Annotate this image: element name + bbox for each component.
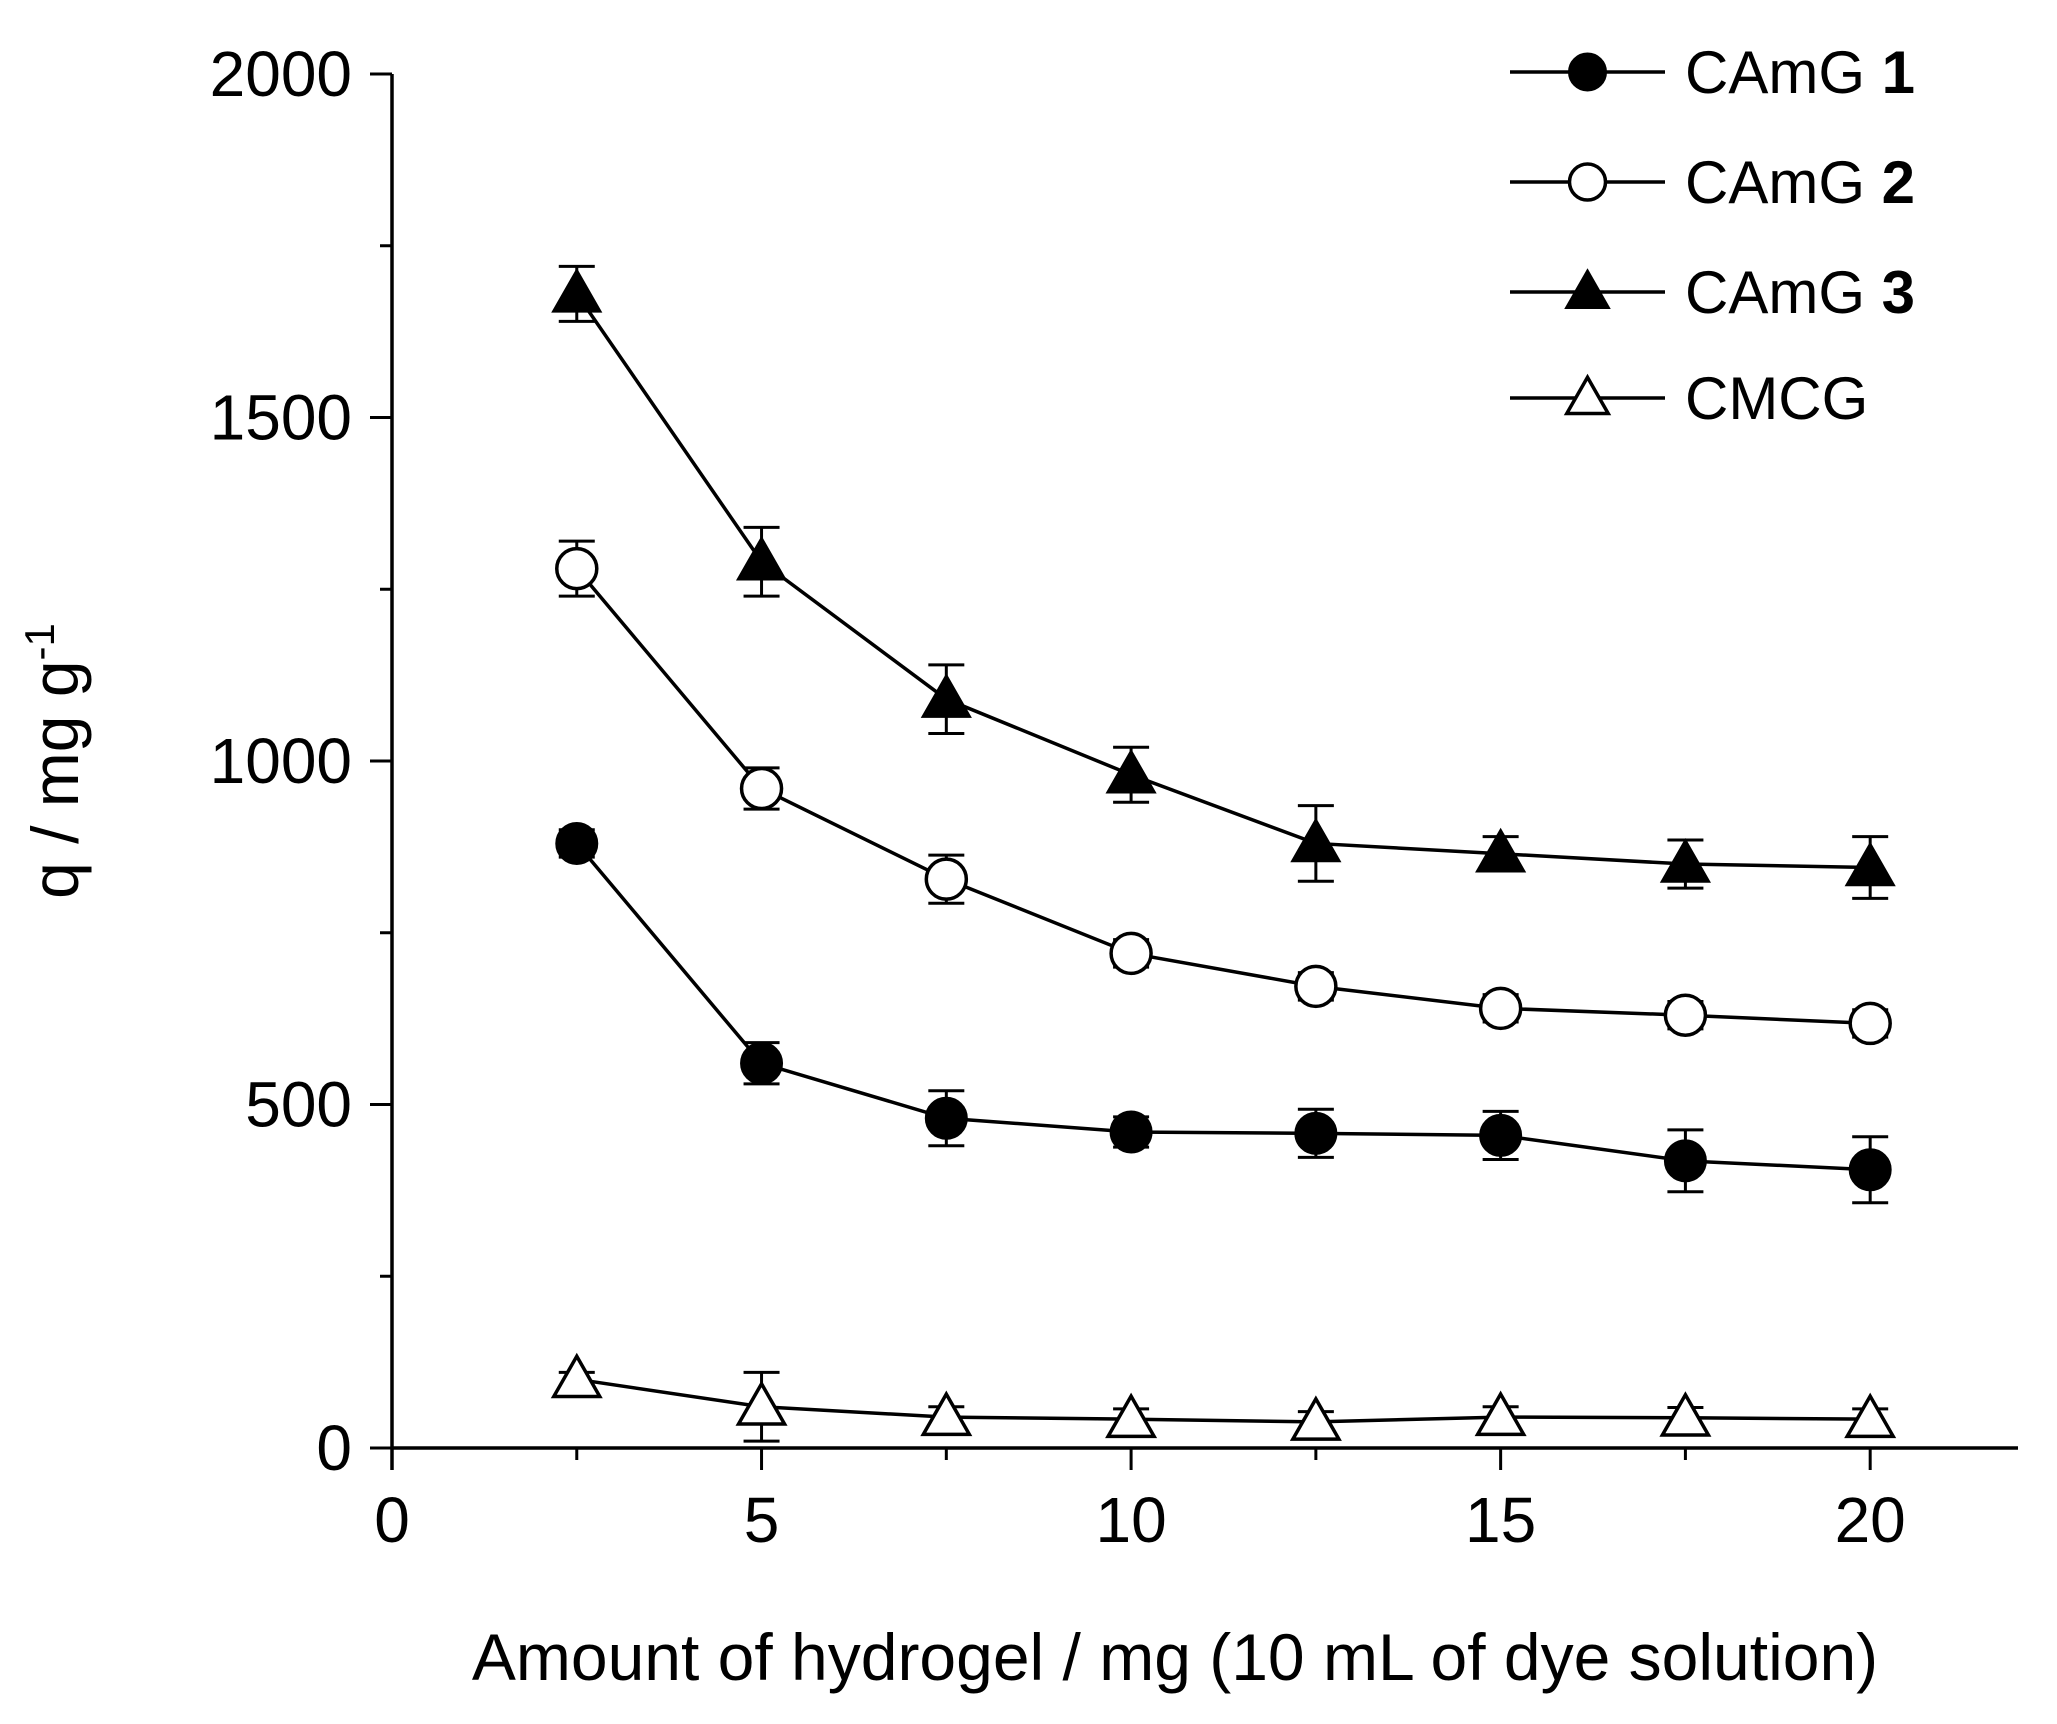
legend-label: CMCG — [1685, 365, 1868, 432]
y-tick-label: 500 — [245, 1069, 352, 1141]
x-tick-label: 15 — [1465, 1484, 1536, 1556]
data-point — [555, 546, 599, 591]
data-point — [1568, 52, 1607, 92]
y-tick-label: 2000 — [210, 38, 352, 110]
data-point — [924, 1096, 968, 1140]
legend-label: CAmG 1 — [1685, 39, 1915, 106]
data-point — [1844, 841, 1896, 887]
y-axis-title: q / mg g-1 — [16, 623, 92, 899]
legend-label: CAmG 2 — [1685, 149, 1915, 216]
legend-item: CAmG 2 — [1510, 149, 1915, 216]
series-line — [576, 1377, 1871, 1424]
x-axis-ticks: 0 5 10 15 20 — [374, 1448, 1906, 1556]
data-point — [1564, 268, 1611, 310]
x-tick-label: 0 — [374, 1484, 410, 1556]
series-camg-3 — [551, 264, 1896, 900]
legend-label-text: CAmG — [1685, 149, 1882, 216]
data-point — [735, 1380, 788, 1426]
data-point — [1563, 373, 1612, 416]
legend-item: CAmG 1 — [1510, 39, 1915, 106]
legend-label-number: 3 — [1882, 259, 1915, 326]
data-point — [920, 1390, 973, 1437]
axes: 0 500 1000 1500 2000 0 5 10 15 20 — [210, 38, 2018, 1556]
data-point — [1844, 1392, 1897, 1439]
data-point — [1294, 964, 1338, 1009]
legend-item: CAmG 3 — [1510, 259, 1915, 326]
series-cmcg — [550, 1352, 1897, 1443]
data-point — [1289, 1395, 1342, 1441]
legend-item: CMCG — [1510, 365, 1868, 432]
data-point — [1659, 1391, 1712, 1437]
y-tick-label: 1500 — [210, 382, 352, 454]
data-point — [1109, 931, 1153, 976]
data-point — [1105, 1392, 1158, 1439]
series-line — [575, 842, 1871, 1172]
data-point — [739, 766, 784, 811]
y-axis-title-main: q / mg g — [18, 660, 92, 898]
x-axis-title: Amount of hydrogel / mg (10 mL of dye so… — [472, 1620, 1878, 1694]
y-axis-ticks: 0 500 1000 1500 2000 — [210, 38, 392, 1484]
data-point — [1659, 838, 1711, 883]
y-tick-label: 0 — [316, 1412, 352, 1484]
data-point — [1663, 993, 1708, 1037]
data-point — [1567, 162, 1608, 202]
data-point — [550, 1352, 603, 1399]
legend-label-text: CAmG — [1685, 39, 1882, 106]
legend-label-text: CMCG — [1685, 365, 1868, 432]
data-point — [1848, 1001, 1892, 1046]
x-tick-label: 10 — [1095, 1484, 1166, 1556]
y-axis-title-superscript: -1 — [16, 623, 63, 660]
data-point — [740, 1041, 784, 1085]
data-point — [1848, 1148, 1892, 1192]
data-point — [551, 267, 603, 313]
legend-label-number: 2 — [1882, 149, 1915, 216]
data-point — [1478, 986, 1523, 1031]
data-point — [1290, 817, 1342, 863]
data-point — [1475, 827, 1527, 873]
data-point — [924, 857, 969, 901]
data-point — [1663, 1139, 1707, 1183]
data-point — [1479, 1113, 1523, 1157]
series-layer — [550, 264, 1897, 1443]
legend-label: CAmG 3 — [1685, 259, 1915, 326]
series-camg-2 — [555, 539, 1892, 1046]
x-tick-label: 5 — [744, 1484, 780, 1556]
series-line — [575, 292, 1871, 870]
data-point — [920, 673, 972, 718]
data-point — [1474, 1390, 1527, 1437]
data-point — [1294, 1111, 1338, 1155]
series-camg-1 — [555, 821, 1892, 1205]
data-point — [1105, 748, 1157, 794]
y-tick-label: 1000 — [210, 725, 352, 797]
legend-label-text: CAmG — [1685, 259, 1882, 326]
x-tick-label: 20 — [1835, 1484, 1906, 1556]
data-point — [555, 821, 599, 865]
series-line — [575, 567, 1871, 1026]
data-point — [1109, 1110, 1153, 1154]
data-point — [735, 535, 788, 581]
legend-label-number: 1 — [1882, 39, 1915, 106]
